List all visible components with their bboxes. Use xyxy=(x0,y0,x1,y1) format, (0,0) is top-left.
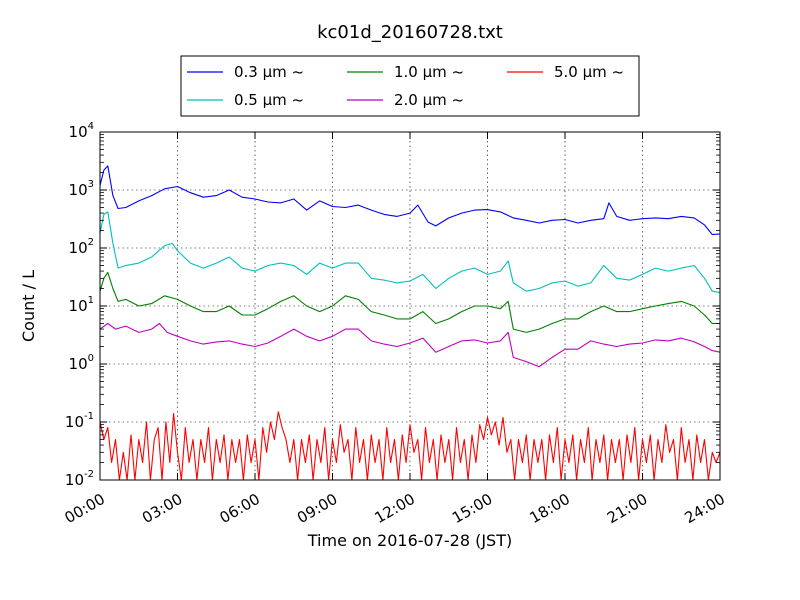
x-axis-label: Time on 2016-07-28 (JST) xyxy=(307,531,512,550)
y-tick-label: 101 xyxy=(69,295,94,315)
y-tick-label: 104 xyxy=(69,121,94,141)
x-tick-label: 15:00 xyxy=(449,490,495,527)
ticks xyxy=(99,131,721,481)
y-tick-label: 10-1 xyxy=(65,411,94,431)
series-line-4 xyxy=(99,322,721,368)
y-tick-labels: 10-2 10-1 100 101 102 103 104 xyxy=(65,121,94,489)
legend-label-3: 1.0 μm ~ xyxy=(394,63,464,81)
y-tick-label: 100 xyxy=(69,353,94,373)
x-tick-label: 24:00 xyxy=(682,490,728,527)
x-tick-label: 12:00 xyxy=(372,490,418,527)
x-tick-label: 21:00 xyxy=(604,490,650,527)
chart-title: kc01d_20160728.txt xyxy=(317,22,503,43)
x-tick-label: 09:00 xyxy=(294,490,340,527)
legend-label-2: 0.5 μm ~ xyxy=(234,91,304,109)
x-tick-label: 03:00 xyxy=(139,490,185,527)
series-line-5 xyxy=(99,411,721,481)
y-tick-label: 103 xyxy=(69,179,94,199)
x-tick-label: 00:00 xyxy=(62,490,108,527)
series-line-1 xyxy=(99,165,721,236)
x-tick-label: 18:00 xyxy=(527,490,573,527)
legend-label-1: 0.3 μm ~ xyxy=(234,63,304,81)
y-tick-label: 10-2 xyxy=(65,469,94,489)
legend-box xyxy=(180,55,640,117)
legend-label-5: 5.0 μm ~ xyxy=(554,63,624,81)
y-tick-label: 102 xyxy=(69,237,94,257)
series-line-2 xyxy=(99,211,721,294)
legend: 0.3 μm ~ 0.5 μm ~ 1.0 μm ~ 2.0 μm ~ 5.0 μm ~ xyxy=(180,55,640,117)
y-axis-label: Count / L xyxy=(19,270,38,342)
legend-label-4: 2.0 μm ~ xyxy=(394,91,464,109)
series-group xyxy=(99,165,721,481)
series-line-3 xyxy=(99,271,720,333)
x-tick-label: 06:00 xyxy=(217,490,263,527)
x-tick-labels: 00:00 03:00 06:00 09:00 12:00 15:00 18:00 21:00… xyxy=(62,490,728,527)
